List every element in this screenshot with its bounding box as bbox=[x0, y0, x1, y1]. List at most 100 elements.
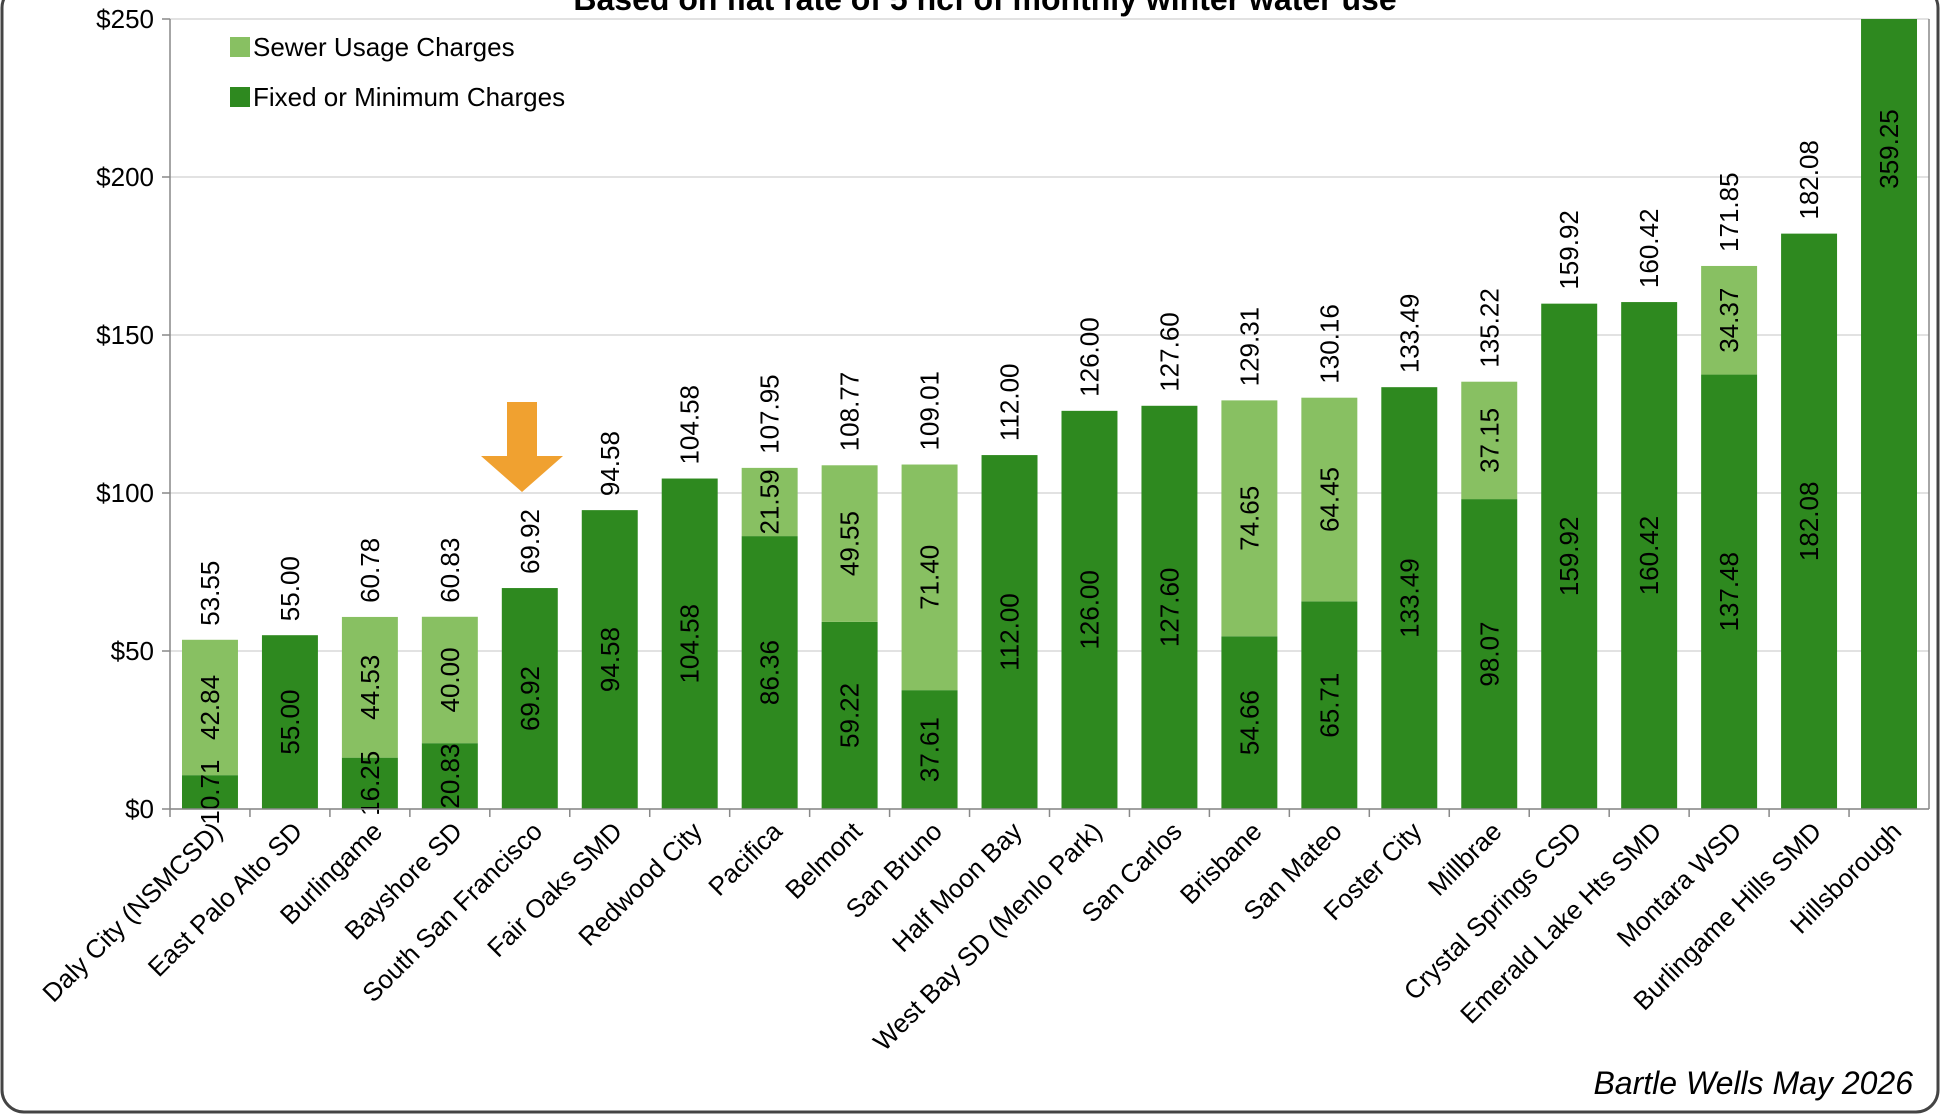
bar-segment bbox=[741, 467, 798, 537]
bar-value-label: 98.07 bbox=[1474, 622, 1504, 687]
total-label: 112.00 bbox=[995, 363, 1025, 441]
y-tick-label: $250 bbox=[96, 4, 154, 34]
bar-segment bbox=[1141, 405, 1198, 809]
legend-swatch bbox=[230, 87, 250, 107]
bar-value-label: 104.58 bbox=[675, 604, 705, 684]
bar-value-label: 10.71 bbox=[195, 760, 225, 825]
bar-value-label: 182.08 bbox=[1794, 482, 1824, 562]
total-label: 159.92 bbox=[1554, 210, 1584, 290]
bar-segment bbox=[821, 621, 878, 809]
bar-segment bbox=[341, 616, 398, 758]
total-label: 182.08 bbox=[1794, 140, 1824, 220]
legend-label: Fixed or Minimum Charges bbox=[253, 82, 565, 112]
bar-segment bbox=[661, 478, 718, 809]
legend-swatch bbox=[230, 37, 250, 57]
bar-segment bbox=[1461, 381, 1518, 500]
chart-title: Based on flat rate of 5 hcf of monthly w… bbox=[573, 0, 1396, 17]
bar-segment bbox=[261, 635, 318, 809]
bar-segment bbox=[1861, 19, 1918, 809]
bar-segment bbox=[421, 743, 478, 809]
total-label: 129.31 bbox=[1234, 307, 1264, 387]
bar-segment bbox=[1701, 374, 1758, 809]
bar-segment bbox=[1541, 303, 1598, 809]
bar-value-label: 64.45 bbox=[1314, 467, 1344, 532]
bar-value-label: 55.00 bbox=[275, 690, 305, 755]
bar-segment bbox=[181, 639, 238, 776]
y-tick-label: $200 bbox=[96, 162, 154, 192]
bar-segment bbox=[1381, 387, 1438, 809]
bar-value-label: 112.00 bbox=[995, 593, 1025, 671]
total-label: 104.58 bbox=[675, 385, 705, 465]
y-tick-label: $100 bbox=[96, 478, 154, 508]
total-label: 133.49 bbox=[1394, 294, 1424, 374]
total-label: 126.00 bbox=[1074, 317, 1104, 397]
bar-segment bbox=[1061, 410, 1118, 809]
y-tick-label: $150 bbox=[96, 320, 154, 350]
total-label: 53.55 bbox=[195, 561, 225, 626]
bar-segment bbox=[1301, 601, 1358, 809]
y-tick-label: $50 bbox=[111, 636, 154, 666]
bar-segment bbox=[1701, 265, 1758, 375]
bar-segment bbox=[821, 465, 878, 622]
bar-value-label: 159.92 bbox=[1554, 517, 1584, 597]
highlight-arrow bbox=[481, 402, 563, 492]
bar-value-label: 137.48 bbox=[1714, 552, 1744, 632]
bar-segment bbox=[1781, 233, 1838, 809]
bar-segment bbox=[901, 464, 958, 691]
plot-area bbox=[181, 19, 1918, 809]
bar-value-label: 126.00 bbox=[1074, 570, 1104, 650]
bar-value-label: 21.59 bbox=[755, 469, 785, 534]
bar-value-label: 86.36 bbox=[755, 640, 785, 705]
bar-segment bbox=[581, 510, 638, 809]
total-label: 60.78 bbox=[355, 538, 385, 603]
bar-value-label: 40.00 bbox=[435, 647, 465, 712]
bar-value-label: 42.84 bbox=[195, 675, 225, 740]
bar-segment bbox=[501, 588, 558, 809]
total-label: 69.92 bbox=[515, 509, 545, 574]
bar-value-label: 34.37 bbox=[1714, 288, 1744, 353]
total-label: 135.22 bbox=[1474, 288, 1504, 368]
bar-value-label: 127.60 bbox=[1154, 568, 1184, 648]
total-label: 107.95 bbox=[755, 374, 785, 454]
total-label: 60.83 bbox=[435, 538, 465, 603]
total-label: 109.01 bbox=[915, 371, 945, 451]
total-label: 171.85 bbox=[1714, 172, 1744, 252]
bar-segment bbox=[741, 536, 798, 809]
bar-segment bbox=[1301, 397, 1358, 602]
bar-value-label: 69.92 bbox=[515, 666, 545, 731]
bar-value-label: 16.25 bbox=[355, 751, 385, 816]
bar-value-label: 359.25 bbox=[1874, 109, 1904, 189]
total-label: 127.60 bbox=[1154, 312, 1184, 392]
bar-segment bbox=[341, 757, 398, 809]
total-label: 94.58 bbox=[595, 431, 625, 496]
total-label: 130.16 bbox=[1314, 304, 1344, 384]
legend-label: Sewer Usage Charges bbox=[253, 32, 515, 62]
bar-value-label: 160.42 bbox=[1634, 516, 1664, 596]
bar-segment bbox=[1221, 636, 1278, 809]
bar-value-label: 94.58 bbox=[595, 627, 625, 692]
y-tick-label: $0 bbox=[125, 794, 154, 824]
bar-value-label: 59.22 bbox=[835, 683, 865, 748]
total-label: 160.42 bbox=[1634, 209, 1664, 289]
bar-segment bbox=[181, 775, 238, 809]
bar-segment bbox=[1621, 302, 1678, 809]
bar-value-label: 54.66 bbox=[1234, 690, 1264, 755]
total-label: 55.00 bbox=[275, 556, 305, 621]
bar-value-label: 133.49 bbox=[1394, 558, 1424, 638]
footer: Bartle Wells May 2026 bbox=[1593, 1065, 1913, 1101]
bar-segment bbox=[1221, 400, 1278, 637]
bar-segment bbox=[901, 690, 958, 809]
bar-value-label: 37.61 bbox=[915, 717, 945, 782]
bar-value-label: 44.53 bbox=[355, 655, 385, 720]
total-label: 108.77 bbox=[835, 372, 865, 452]
bar-value-label: 49.55 bbox=[835, 511, 865, 576]
bar-segment bbox=[981, 455, 1038, 809]
bar-value-label: 71.40 bbox=[915, 545, 945, 610]
bar-value-label: 37.15 bbox=[1474, 408, 1504, 473]
bar-value-label: 20.83 bbox=[435, 744, 465, 809]
bar-segment bbox=[1461, 499, 1518, 809]
bar-segment bbox=[421, 616, 478, 744]
bar-value-label: 65.71 bbox=[1314, 673, 1344, 738]
